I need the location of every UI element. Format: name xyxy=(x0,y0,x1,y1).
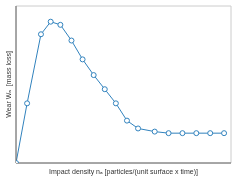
svg-text:Wear Wₐ [mass loss]: Wear Wₐ [mass loss] xyxy=(8,51,13,118)
svg-text:Impact density nₐ [particles/(: Impact density nₐ [particles/(unit surfa… xyxy=(49,168,198,176)
